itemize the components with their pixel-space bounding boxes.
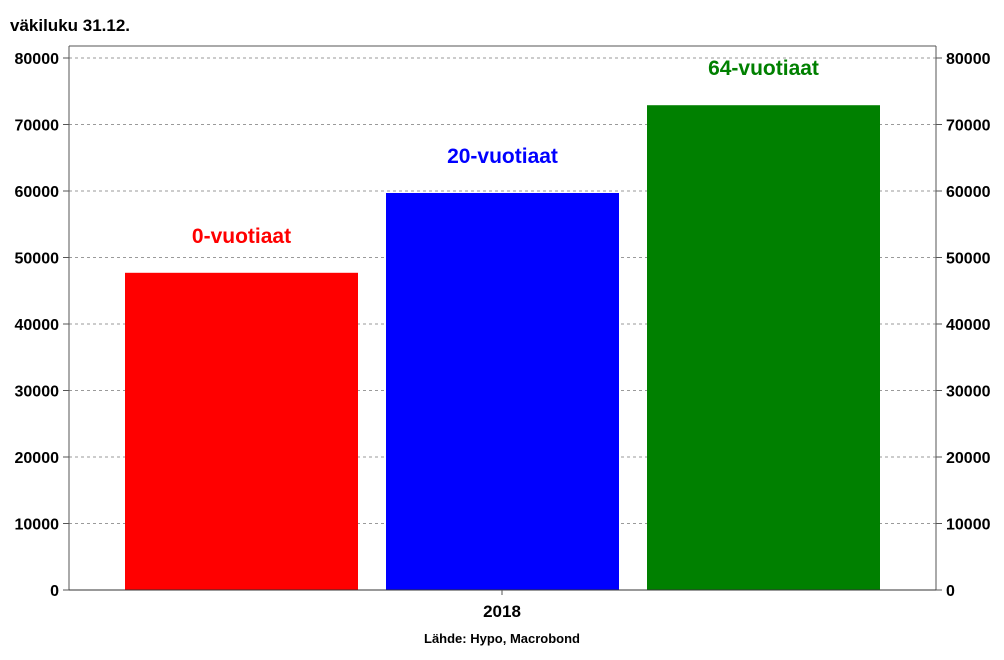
- left-y-tick-label: 60000: [15, 184, 60, 201]
- left-y-tick-label: 10000: [15, 517, 60, 534]
- bar-label: 0-vuotiaat: [192, 225, 291, 248]
- bar-label: 20-vuotiaat: [447, 145, 558, 168]
- left-y-tick-label: 50000: [15, 251, 60, 268]
- left-y-tick-label: 20000: [15, 450, 60, 467]
- right-y-tick-label: 50000: [946, 251, 991, 268]
- bar-64-vuotiaat: [647, 105, 880, 590]
- right-y-tick-label: 70000: [946, 118, 991, 135]
- right-y-tick-label: 0: [946, 583, 955, 600]
- chart-title: väkiluku 31.12.: [10, 16, 130, 35]
- right-y-axis-ticks: 0 10000 20000 30000 40000 50000 60000 70000 8000…: [936, 51, 991, 600]
- left-y-tick-label: 0: [50, 583, 59, 600]
- source-note: Lähde: Hypo, Macrobond: [424, 631, 580, 646]
- bar-20-vuotiaat: [386, 192, 619, 590]
- left-y-tick-label: 70000: [15, 118, 60, 135]
- right-y-tick-label: 80000: [946, 51, 991, 68]
- left-y-tick-label: 40000: [15, 317, 60, 334]
- bar-0-vuotiaat: [125, 272, 358, 590]
- left-y-tick-label: 80000: [15, 51, 60, 68]
- right-y-tick-label: 10000: [946, 517, 991, 534]
- right-y-tick-label: 40000: [946, 317, 991, 334]
- bar-label: 64-vuotiaat: [708, 57, 819, 80]
- x-tick-label: 2018: [483, 602, 521, 621]
- left-y-axis-ticks: 0 10000 20000 30000 40000 50000 60000 70000 8000…: [15, 51, 69, 600]
- axes: [68, 45, 937, 595]
- right-y-tick-label: 20000: [946, 450, 991, 467]
- right-y-tick-label: 30000: [946, 384, 991, 401]
- bars: [125, 105, 880, 590]
- left-y-tick-label: 30000: [15, 384, 60, 401]
- bar-labels: 0-vuotiaat 20-vuotiaat 64-vuotiaat: [192, 57, 819, 248]
- right-y-tick-label: 60000: [946, 184, 991, 201]
